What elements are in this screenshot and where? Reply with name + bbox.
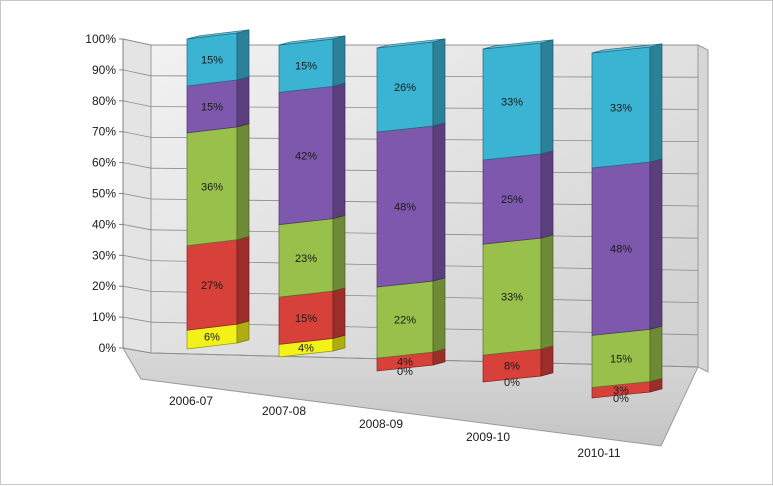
data-label: 6%: [204, 332, 220, 344]
data-label: 23%: [295, 253, 317, 265]
data-labels: 6%27%36%15%15%4%15%23%42%15%0%4%22%48%26…: [201, 54, 632, 405]
x-category-label: 2007-08: [262, 404, 306, 418]
data-label: 0%: [397, 366, 413, 378]
x-category-label: 2006-07: [169, 394, 213, 408]
data-label: 48%: [610, 244, 632, 256]
bar-segment-side: [236, 320, 250, 344]
data-label: 27%: [201, 280, 223, 292]
gridline-side: [122, 254, 152, 261]
y-tick-label: 80%: [92, 94, 116, 108]
x-axis-categories: 2006-07 2007-08 2008-09 2009-10 2010-11: [169, 394, 621, 460]
bar-segment-side: [332, 82, 346, 220]
data-label: 33%: [501, 292, 523, 304]
bar-segment-side: [649, 325, 663, 382]
bar-top-cap: [186, 29, 250, 40]
data-label: 22%: [394, 315, 416, 327]
bar-top-cap: [591, 43, 663, 54]
bar-segment-side: [432, 38, 446, 127]
x-category-label: 2008-09: [359, 417, 403, 431]
data-label: 15%: [295, 61, 317, 73]
data-label: 15%: [201, 54, 223, 66]
data-label: 48%: [394, 202, 416, 214]
y-axis: 0% 10% 20% 30% 40% 50% 60% 70% 80% 90% 100%: [85, 32, 124, 355]
gridline-side: [122, 224, 152, 231]
bar-segment-side: [540, 234, 554, 350]
data-label: 33%: [610, 103, 632, 115]
gridline-side: [122, 316, 152, 323]
bar-segment-side: [332, 214, 346, 292]
data-label: 8%: [504, 361, 520, 373]
data-label: 15%: [610, 353, 632, 365]
bar-segment-side: [540, 345, 554, 377]
data-label: 4%: [298, 343, 314, 355]
gridline-side: [122, 193, 152, 200]
gridline-side: [122, 285, 152, 292]
data-label: 42%: [295, 150, 317, 162]
gridline-side: [122, 131, 152, 138]
data-label: 15%: [295, 313, 317, 325]
bar-stacks: [186, 29, 663, 399]
bar-segment-side: [649, 43, 663, 163]
bar-segment-side: [236, 29, 250, 81]
back-wall-edge: [697, 44, 709, 373]
gridline-side: [122, 162, 152, 169]
bar-segment-side: [332, 287, 346, 339]
y-tick-label: 100%: [85, 32, 116, 46]
data-label: 4%: [397, 357, 413, 369]
bar-top-cap: [376, 38, 446, 49]
data-label: 26%: [394, 82, 416, 94]
gridline-side: [122, 38, 152, 46]
bar-segment-side: [332, 35, 346, 87]
data-label: 36%: [201, 181, 223, 193]
data-label: 33%: [501, 97, 523, 109]
data-label: 0%: [504, 377, 520, 389]
bar-segment-side: [236, 236, 250, 325]
gridline-side: [122, 100, 152, 107]
bar-segment-side: [540, 150, 554, 239]
y-tick-label: 90%: [92, 63, 116, 77]
y-tick-label: 40%: [92, 217, 116, 231]
bar-segment-side: [432, 122, 446, 282]
y-tick-label: 0%: [99, 341, 117, 355]
x-category-label: 2009-10: [466, 430, 510, 444]
y-tick-label: 10%: [92, 310, 116, 324]
y-tick-label: 50%: [92, 187, 116, 201]
gridline-side: [122, 347, 152, 354]
data-label: 15%: [201, 101, 223, 113]
bar-segment-side: [432, 277, 446, 353]
bar-top-cap: [482, 39, 554, 50]
y-tick-label: 20%: [92, 279, 116, 293]
y-tick-label: 60%: [92, 156, 116, 170]
bar-segment-side: [236, 76, 250, 128]
bar-top-cap: [278, 35, 346, 46]
y-tick-label: 30%: [92, 248, 116, 262]
data-label: 3%: [613, 385, 629, 397]
x-category-label: 2010-11: [577, 446, 620, 460]
bar-segment-side: [649, 158, 663, 330]
bar-segment-side: [540, 39, 554, 155]
gridline-side: [122, 69, 152, 77]
data-label: 25%: [501, 194, 523, 206]
bar-segment-side: [236, 123, 250, 241]
data-label: 0%: [613, 393, 629, 405]
y-tick-label: 70%: [92, 125, 116, 139]
